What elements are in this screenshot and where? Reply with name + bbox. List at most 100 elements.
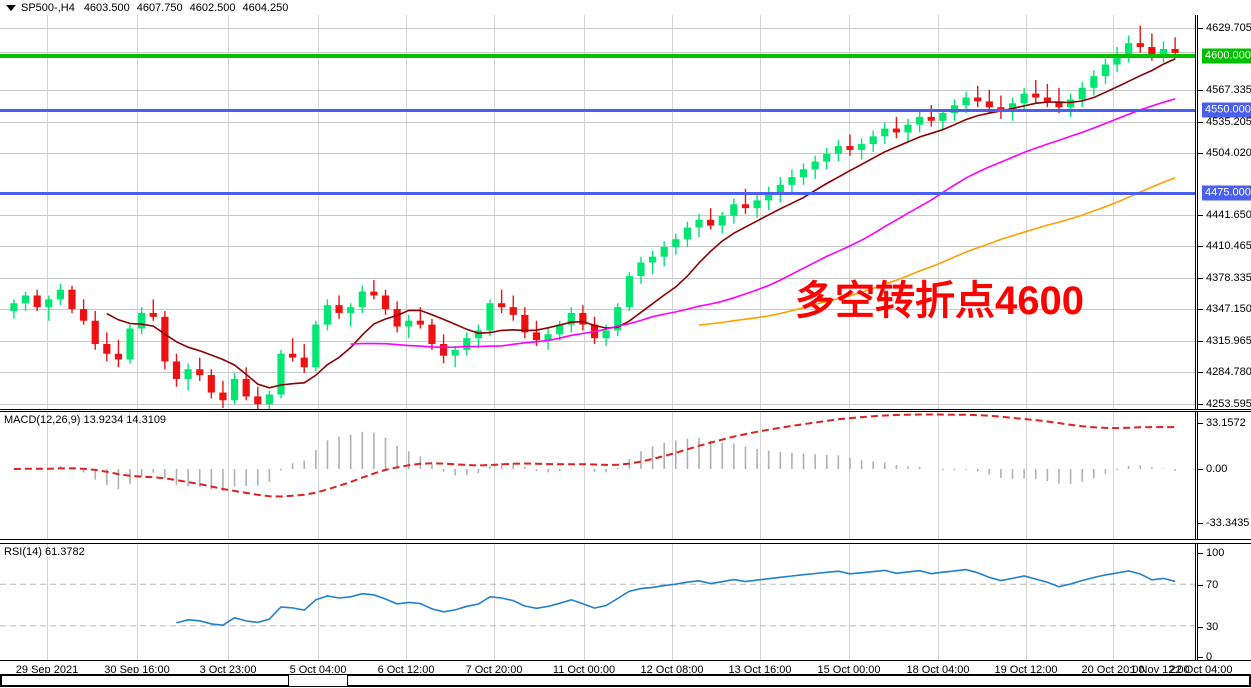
macd-panel[interactable]: MACD(12,26,9) 13.9234 14.3109 33.1572 0.0… <box>0 411 1251 540</box>
axis-tick <box>1198 153 1203 154</box>
axis-label: 4347.150 <box>1206 303 1251 315</box>
gridline-vertical <box>849 412 850 539</box>
gridline-vertical <box>1026 15 1027 409</box>
macd-axis: 33.1572 0.00 -33.3435 <box>1197 412 1251 539</box>
axis-tick <box>1198 90 1203 91</box>
axis-tick <box>1198 122 1203 123</box>
ohlc-close: 4604.250 <box>242 1 289 14</box>
gridline-vertical <box>47 544 48 660</box>
price-level-tag[interactable]: 4475.000 <box>1202 185 1251 201</box>
axis-label: 4441.650 <box>1206 209 1251 221</box>
gridline-vertical <box>938 15 939 409</box>
gridline-horizontal <box>0 372 1195 373</box>
axis-label: 4315.965 <box>1206 335 1251 347</box>
gridline-vertical <box>849 15 850 409</box>
macd-title: MACD(12,26,9) 13.9234 14.3109 <box>4 414 167 426</box>
price-level-line[interactable] <box>0 54 1195 58</box>
gridline-vertical <box>47 15 48 409</box>
rsi-title: RSI(14) 61.3782 <box>4 546 85 558</box>
gridline-horizontal <box>0 246 1195 247</box>
gridline-horizontal <box>0 122 1195 123</box>
axis-tick <box>1198 627 1203 628</box>
axis-label: 100 <box>1206 547 1225 559</box>
axis-label: 0.00 <box>1206 463 1228 475</box>
axis-spine <box>1197 544 1198 660</box>
chart-annotation-text: 多空转折点4600 <box>795 279 1084 323</box>
axis-label: -33.3435 <box>1206 517 1250 529</box>
axis-label: 70 <box>1206 579 1219 591</box>
triangle-down-icon[interactable] <box>6 4 16 11</box>
gridline-vertical <box>1026 412 1027 539</box>
gridline-horizontal <box>0 341 1195 342</box>
axis-label: 4253.595 <box>1206 398 1251 409</box>
gridline-horizontal <box>0 404 1195 405</box>
axis-tick <box>1198 523 1203 524</box>
axis-tick <box>1198 215 1203 216</box>
ohlc-high: 4607.750 <box>136 1 183 14</box>
gridline-vertical <box>137 544 138 660</box>
axis-tick <box>1198 423 1203 424</box>
gridline-vertical <box>318 15 319 409</box>
axis-label: 30 <box>1206 621 1219 633</box>
gridline-vertical <box>228 412 229 539</box>
axis-label: 0 <box>1206 651 1213 660</box>
price-level-line[interactable] <box>0 108 1195 112</box>
gridline-vertical <box>1113 544 1114 660</box>
gridline-vertical <box>1113 412 1114 539</box>
scrollbar-thumb-right[interactable] <box>347 675 1250 686</box>
gridline-vertical <box>672 544 673 660</box>
price-level-tag[interactable]: 4600.000 <box>1202 48 1251 64</box>
axis-tick <box>1198 404 1203 405</box>
gridline-horizontal <box>0 215 1195 216</box>
axis-tick <box>1198 372 1203 373</box>
symbol-bar: SP500-,H4 4603.500 4607.750 4602.500 460… <box>0 0 1251 15</box>
gridline-horizontal <box>0 153 1195 154</box>
gridline-vertical <box>672 412 673 539</box>
axis-tick <box>1198 278 1203 279</box>
price-axis[interactable]: 4600.000 4550.000 4475.000 4629.705 4567.335… <box>1197 15 1251 409</box>
macd-plot-area[interactable]: MACD(12,26,9) 13.9234 14.3109 <box>0 412 1196 539</box>
axis-label: 4535.205 <box>1206 116 1251 128</box>
gridline-vertical <box>1026 544 1027 660</box>
gridline-vertical <box>228 544 229 660</box>
gridline-vertical <box>406 15 407 409</box>
axis-tick <box>1198 469 1203 470</box>
axis-tick <box>1198 28 1203 29</box>
gridline-vertical <box>938 544 939 660</box>
gridline-vertical <box>47 412 48 539</box>
axis-label: 4567.335 <box>1206 84 1251 96</box>
ohlc-open: 4603.500 <box>83 1 130 14</box>
gridline-vertical <box>494 544 495 660</box>
gridline-vertical <box>494 412 495 539</box>
axis-tick <box>1198 585 1203 586</box>
price-level-tag[interactable]: 4550.000 <box>1202 102 1251 118</box>
price-level-line[interactable] <box>0 191 1195 195</box>
gridline-vertical <box>494 15 495 409</box>
axis-spine <box>1197 412 1198 539</box>
gridline-vertical <box>760 412 761 539</box>
horizontal-scrollbar[interactable] <box>0 673 1251 687</box>
axis-label: 4410.465 <box>1206 240 1251 252</box>
gridline-vertical <box>760 15 761 409</box>
gridline-vertical <box>672 15 673 409</box>
gridline-horizontal <box>0 278 1195 279</box>
axis-label: 4378.335 <box>1206 272 1251 284</box>
gridline-horizontal <box>0 90 1195 91</box>
rsi-panel[interactable]: RSI(14) 61.3782 100 70 30 0 <box>0 543 1251 661</box>
price-chart-panel[interactable]: 4600.000 4550.000 4475.000 4629.705 4567.335… <box>0 15 1251 410</box>
gridline-horizontal <box>0 52 1195 53</box>
gridline-vertical <box>938 412 939 539</box>
axis-tick <box>1198 309 1203 310</box>
gridline-vertical <box>318 544 319 660</box>
rsi-plot-area[interactable]: RSI(14) 61.3782 <box>0 544 1196 660</box>
gridline-vertical <box>584 412 585 539</box>
gridline-vertical <box>849 544 850 660</box>
price-plot-area[interactable] <box>0 15 1196 409</box>
scrollbar-thumb-left[interactable] <box>1 675 289 686</box>
gridline-vertical <box>137 15 138 409</box>
gridline-horizontal <box>0 309 1195 310</box>
gridline-vertical <box>406 412 407 539</box>
axis-label: 4284.780 <box>1206 366 1251 378</box>
gridline-vertical <box>228 15 229 409</box>
